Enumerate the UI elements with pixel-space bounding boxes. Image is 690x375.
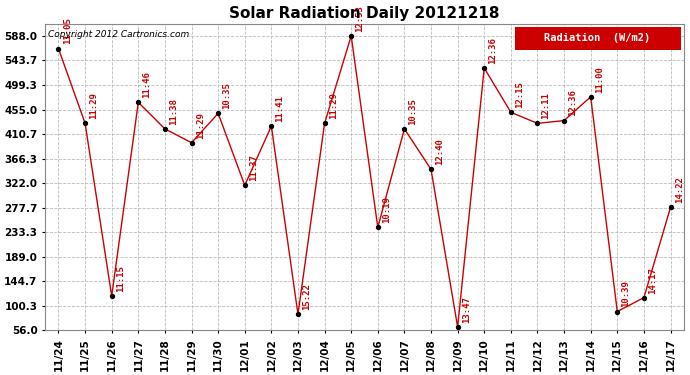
- Text: 10:35: 10:35: [408, 98, 417, 125]
- Text: 11:29: 11:29: [196, 112, 205, 138]
- Text: 12:36: 12:36: [489, 37, 497, 64]
- Point: [132, 99, 144, 105]
- Point: [106, 293, 117, 299]
- Point: [452, 324, 463, 330]
- Point: [505, 109, 516, 115]
- Point: [558, 118, 569, 124]
- Text: 11:38: 11:38: [169, 98, 178, 125]
- Text: 14:17: 14:17: [648, 267, 657, 294]
- Point: [293, 311, 304, 317]
- Text: 13:47: 13:47: [462, 296, 471, 323]
- Text: 11:15: 11:15: [116, 265, 125, 292]
- Text: 11:41: 11:41: [275, 95, 284, 122]
- Point: [426, 166, 437, 172]
- Point: [585, 94, 596, 100]
- Text: 12:15: 12:15: [515, 81, 524, 108]
- Text: 10:39: 10:39: [622, 280, 631, 308]
- Point: [346, 33, 357, 39]
- Point: [665, 204, 676, 210]
- Text: 12:11: 12:11: [542, 92, 551, 119]
- Text: 14:22: 14:22: [675, 176, 684, 203]
- Text: 11:29: 11:29: [328, 92, 337, 119]
- Text: 12:40: 12:40: [435, 138, 444, 165]
- Point: [612, 309, 623, 315]
- Point: [399, 126, 410, 132]
- Text: 12:53: 12:53: [355, 5, 364, 32]
- Point: [266, 123, 277, 129]
- Point: [159, 126, 170, 132]
- Point: [53, 46, 64, 52]
- Point: [532, 120, 543, 126]
- Point: [213, 110, 224, 116]
- Text: 10:19: 10:19: [382, 196, 391, 223]
- Point: [79, 120, 90, 126]
- Text: 11:00: 11:00: [595, 66, 604, 93]
- Text: 10:35: 10:35: [222, 82, 231, 109]
- Text: 11:05: 11:05: [63, 18, 72, 45]
- Point: [373, 224, 384, 230]
- Text: 11:46: 11:46: [142, 71, 152, 98]
- Text: 12:36: 12:36: [569, 90, 578, 116]
- Text: 11:29: 11:29: [89, 92, 98, 119]
- Point: [319, 120, 330, 126]
- Point: [186, 140, 197, 146]
- Title: Solar Radiation Daily 20121218: Solar Radiation Daily 20121218: [229, 6, 500, 21]
- Text: 15:22: 15:22: [302, 283, 311, 310]
- Point: [479, 65, 490, 71]
- Point: [638, 295, 649, 301]
- Text: 11:37: 11:37: [249, 154, 258, 181]
- Point: [239, 182, 250, 188]
- Text: Copyright 2012 Cartronics.com: Copyright 2012 Cartronics.com: [48, 30, 190, 39]
